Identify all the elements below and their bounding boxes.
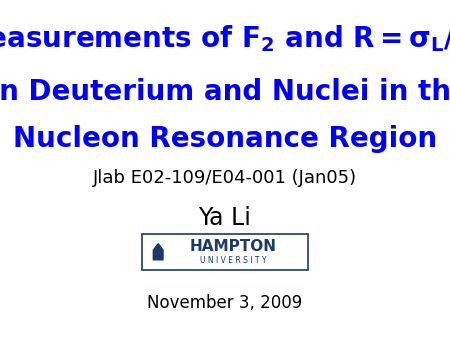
FancyBboxPatch shape bbox=[142, 234, 308, 270]
Text: on Deuterium and Nuclei in the: on Deuterium and Nuclei in the bbox=[0, 78, 450, 106]
Polygon shape bbox=[153, 244, 163, 260]
Text: Jlab E02-109/E04-001 (Jan05): Jlab E02-109/E04-001 (Jan05) bbox=[93, 169, 357, 187]
Text: Ya Li: Ya Li bbox=[198, 206, 252, 230]
Text: HAMPTON: HAMPTON bbox=[189, 239, 277, 254]
Text: Measurements of $\mathbf{F_2}$ and $\mathbf{R{=}\sigma_L/\sigma_T}$: Measurements of $\mathbf{F_2}$ and $\mat… bbox=[0, 23, 450, 54]
Text: November 3, 2009: November 3, 2009 bbox=[148, 294, 302, 312]
Text: U N I V E R S I T Y: U N I V E R S I T Y bbox=[200, 256, 266, 265]
Text: Nucleon Resonance Region: Nucleon Resonance Region bbox=[13, 125, 437, 153]
